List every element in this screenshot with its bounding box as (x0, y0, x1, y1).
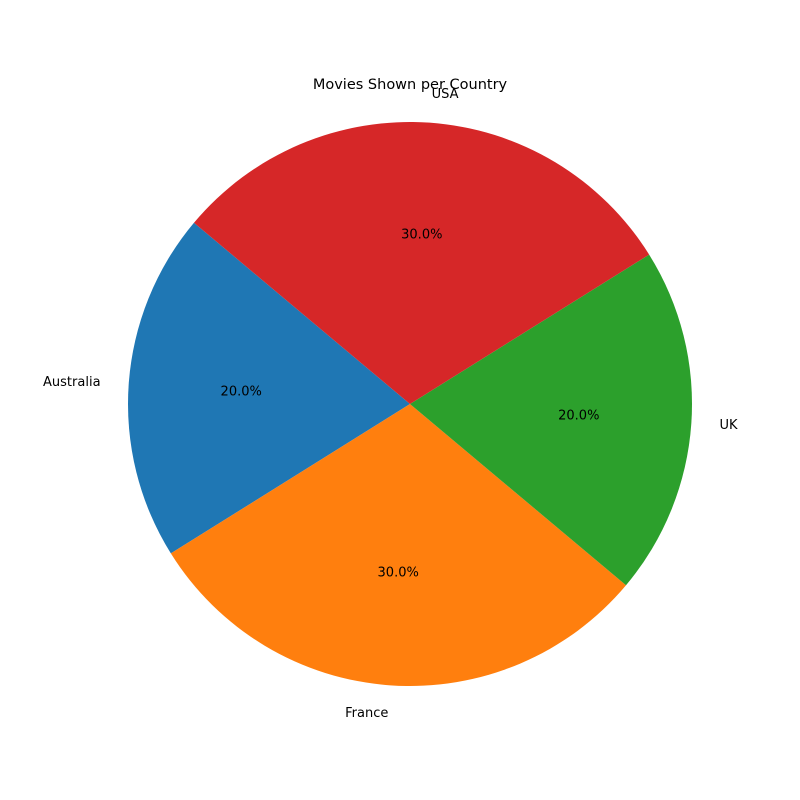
slice-label-uk: UK (719, 418, 738, 433)
slice-percent-uk: 20.0% (558, 408, 599, 423)
slice-percent-usa: 30.0% (401, 228, 442, 243)
pie-slice-australia (128, 222, 410, 554)
slice-label-france: France (345, 706, 388, 721)
slice-label-australia: Australia (43, 375, 101, 390)
pie-slice-france (170, 404, 627, 687)
slice-percent-australia: 20.0% (221, 385, 262, 400)
pie-slice-usa (193, 122, 650, 405)
pie-labels: Australia 20.0% France 30.0% UK 20.0% USA 30.0% (43, 87, 738, 721)
pie-slices (128, 122, 692, 687)
chart-title: Movies Shown per Country (313, 77, 508, 93)
pie-slice-uk (410, 254, 692, 586)
slice-label-usa: USA (432, 87, 459, 102)
slice-percent-france: 30.0% (378, 565, 419, 580)
